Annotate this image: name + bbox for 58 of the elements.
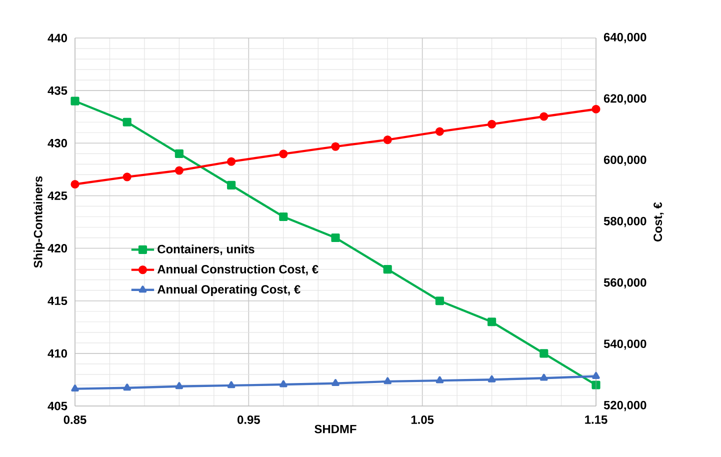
legend-label: Containers, units — [158, 244, 254, 256]
x-tick-label: 1.05 — [411, 416, 434, 424]
point — [592, 380, 600, 390]
y2-tick-label: 540,000 — [604, 340, 646, 350]
point — [70, 180, 80, 189]
point — [279, 150, 288, 158]
y-tick-label: 410 — [48, 349, 67, 358]
point — [488, 120, 496, 128]
point — [331, 233, 340, 242]
y-tick-label: 435 — [48, 86, 68, 95]
point — [332, 379, 340, 386]
point — [435, 127, 444, 136]
point — [488, 318, 496, 326]
y-tick-label: 420 — [48, 244, 67, 253]
y2-tick-label: 580,000 — [604, 216, 646, 228]
x-axis-title: SHDMF — [314, 424, 356, 434]
point — [540, 112, 548, 121]
point — [331, 142, 340, 151]
point — [122, 118, 132, 126]
legend-label: Annual Operating Cost, € — [157, 284, 300, 296]
y2-tick-label: 520,000 — [604, 400, 646, 412]
y2-axis-title: Cost, € — [654, 202, 664, 242]
y-axis-title: Ship-Containers — [34, 176, 45, 268]
point — [70, 96, 80, 106]
point — [280, 380, 288, 388]
point — [227, 180, 236, 190]
point — [540, 374, 548, 381]
x-tick-label: 1.15 — [585, 416, 608, 424]
point — [383, 136, 392, 144]
point — [435, 296, 444, 306]
point — [592, 104, 600, 114]
point — [123, 384, 131, 391]
y2-tick-label: 560,000 — [604, 278, 646, 288]
point — [592, 372, 600, 379]
point — [175, 382, 184, 390]
y2-tick-label: 620,000 — [604, 94, 646, 104]
point — [227, 381, 236, 388]
y2-tick-label: 640,000 — [604, 32, 646, 44]
y-tick-label: 405 — [48, 402, 68, 410]
point — [227, 157, 236, 166]
x-tick-label: 0.85 — [64, 416, 86, 424]
point — [383, 265, 392, 274]
y-tick-label: 415 — [48, 296, 68, 306]
legend-label: Annual Construction Cost, € — [157, 264, 318, 276]
point — [174, 166, 184, 175]
y-tick-label: 430 — [48, 138, 67, 148]
point — [540, 349, 548, 358]
x-tick-label: 0.95 — [238, 416, 260, 424]
point — [384, 377, 392, 384]
y-tick-label: 425 — [48, 191, 68, 200]
point — [71, 384, 79, 392]
y-tick-label: 440 — [48, 34, 67, 42]
point — [279, 212, 288, 222]
y2-tick-label: 600,000 — [604, 156, 646, 166]
point — [436, 376, 444, 384]
point — [488, 375, 496, 382]
point — [122, 172, 132, 182]
point — [174, 149, 184, 158]
